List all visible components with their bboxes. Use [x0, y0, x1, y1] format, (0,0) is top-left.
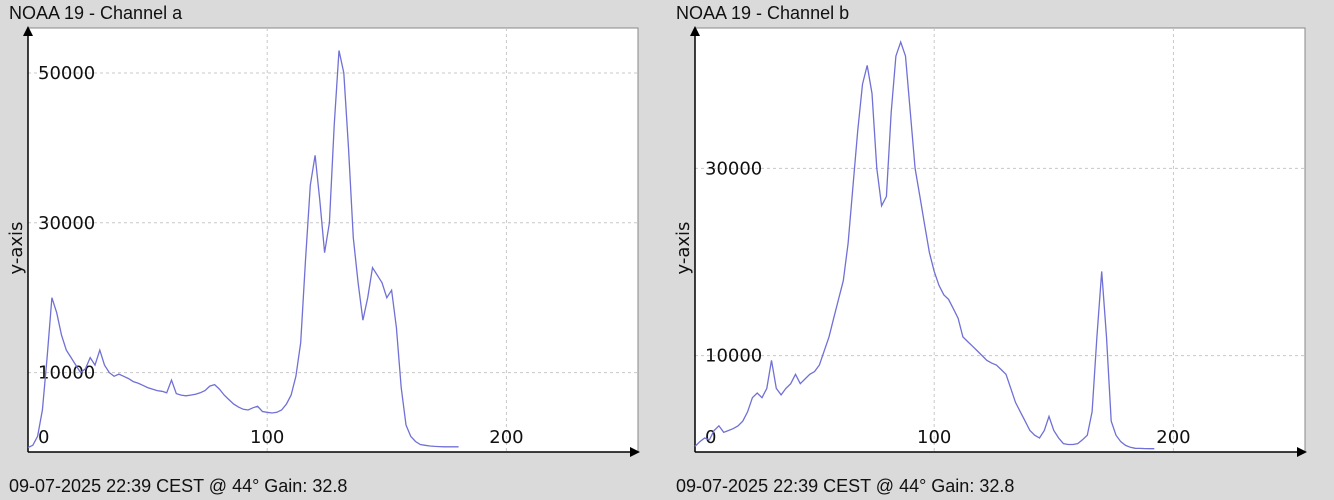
chart-panel-b: NOAA 19 - Channel b 0 100 200 10000 30000 y-a…: [667, 0, 1334, 500]
x-tick-label: 100: [250, 427, 284, 448]
y-axis-label: y-axis: [6, 222, 27, 275]
plot-area: [694, 27, 1306, 453]
y-tick-label: 10000: [705, 346, 762, 367]
series-line: [694, 39, 1155, 450]
x-axis-arrow: [630, 447, 640, 457]
chart-panel-a: NOAA 19 - Channel a 0 100 200 10000 30000 500…: [6, 3, 640, 496]
y-tick-label: 50000: [38, 63, 95, 84]
chart-title: NOAA 19 - Channel a: [9, 3, 183, 23]
x-tick-label: 100: [917, 427, 951, 448]
y-tick-label: 10000: [38, 363, 95, 384]
chart-footer: 09-07-2025 22:39 CEST @ 44° Gain: 32.8: [9, 476, 348, 496]
y-axis-label: y-axis: [673, 222, 694, 275]
x-axis-arrow: [1297, 447, 1307, 457]
x-tick-label: 200: [489, 427, 523, 448]
y-tick-label: 30000: [705, 158, 762, 179]
chart-title: NOAA 19 - Channel b: [676, 3, 850, 23]
y-axis-arrow: [690, 26, 700, 36]
plot-area: [27, 27, 639, 453]
y-tick-label: 30000: [38, 213, 95, 234]
y-axis-arrow: [23, 26, 33, 36]
x-tick-label: 0: [38, 427, 49, 448]
x-tick-label: 200: [1156, 427, 1190, 448]
chart-footer: 09-07-2025 22:39 CEST @ 44° Gain: 32.8: [676, 476, 1015, 496]
line-chart: 0 100 200 10000 30000 50000 y-axis: [6, 26, 640, 457]
series-line: [27, 50, 459, 449]
